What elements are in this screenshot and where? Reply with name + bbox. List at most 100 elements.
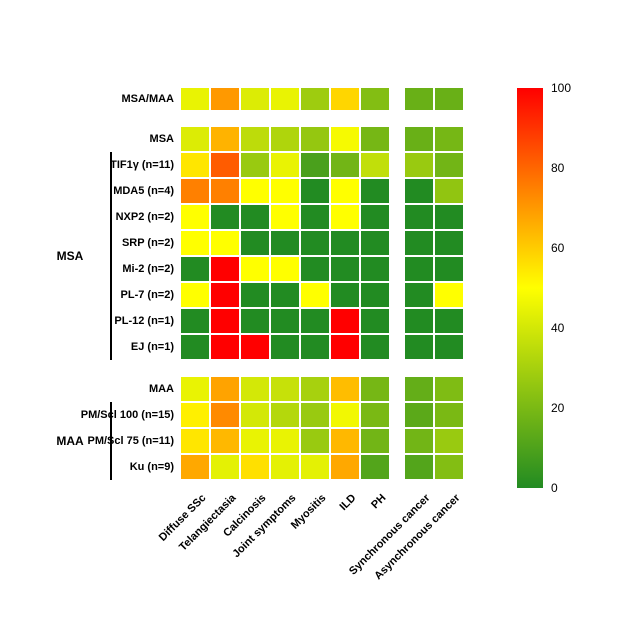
heatmap-cell — [240, 282, 270, 308]
heatmap-cell — [240, 376, 270, 402]
heatmap-cell — [300, 282, 330, 308]
heatmap-cell — [180, 308, 210, 334]
heatmap-cell — [360, 428, 390, 454]
heatmap-cell — [240, 178, 270, 204]
heatmap-cell — [270, 256, 300, 282]
row-label: PL-7 (n=2) — [120, 289, 174, 301]
heatmap-cell — [434, 308, 464, 334]
heatmap-cell — [434, 256, 464, 282]
heatmap-cell — [180, 334, 210, 360]
heatmap-cell — [180, 230, 210, 256]
row-label: SRP (n=2) — [121, 237, 174, 249]
row-label: MAA — [148, 383, 174, 395]
heatmap-cell — [210, 87, 240, 111]
heatmap-cell — [210, 402, 240, 428]
colorbar-tick-label: 40 — [551, 321, 565, 335]
colorbar-tick-label: 60 — [551, 241, 565, 255]
group-bracket — [110, 402, 112, 480]
heatmap-cell — [360, 454, 390, 480]
heatmap-cell — [404, 376, 434, 402]
heatmap-cell — [270, 126, 300, 152]
group-label-msa: MSA — [56, 249, 84, 263]
heatmap-cell — [434, 230, 464, 256]
heatmap-cell — [240, 126, 270, 152]
heatmap-cell — [180, 454, 210, 480]
heatmap-cell — [434, 126, 464, 152]
heatmap-cell — [300, 334, 330, 360]
heatmap-cell — [360, 376, 390, 402]
heatmap-cell — [180, 282, 210, 308]
heatmap-cell — [270, 402, 300, 428]
heatmap-cell — [330, 256, 360, 282]
heatmap-cell — [240, 308, 270, 334]
heatmap-cell — [404, 308, 434, 334]
heatmap-cell — [330, 428, 360, 454]
heatmap-cell — [270, 230, 300, 256]
heatmap-cell — [360, 334, 390, 360]
heatmap-cell — [434, 454, 464, 480]
heatmap-cell — [300, 428, 330, 454]
heatmap-cell — [210, 376, 240, 402]
heatmap-cell — [300, 204, 330, 230]
heatmap-cell — [404, 428, 434, 454]
heatmap-cell — [360, 87, 390, 111]
heatmap-cell — [240, 152, 270, 178]
row-label: PM/Scl 75 (n=11) — [87, 435, 174, 447]
colorbar-tick-label: 100 — [551, 81, 572, 95]
heatmap-cell — [240, 256, 270, 282]
heatmap-cell — [210, 454, 240, 480]
heatmap-cell — [270, 178, 300, 204]
heatmap-cell — [404, 204, 434, 230]
heatmap-cell — [404, 256, 434, 282]
heatmap-cell — [330, 230, 360, 256]
heatmap-cell — [404, 126, 434, 152]
heatmap-cell — [360, 308, 390, 334]
colorbar-tick-label: 80 — [551, 161, 565, 175]
row-label: NXP2 (n=2) — [115, 211, 174, 223]
heatmap-cell — [180, 87, 210, 111]
heatmap-cell — [330, 178, 360, 204]
heatmap-cell — [270, 334, 300, 360]
heatmap-cell — [270, 152, 300, 178]
heatmap-cell — [270, 428, 300, 454]
heatmap-cell — [270, 308, 300, 334]
heatmap-cell — [404, 282, 434, 308]
heatmap-cell — [404, 87, 434, 111]
heatmap-cell — [404, 178, 434, 204]
heatmap-cell — [330, 454, 360, 480]
heatmap-cell — [434, 204, 464, 230]
row-label: PM/Scl 100 (n=15) — [80, 409, 174, 421]
heatmap-cell — [330, 282, 360, 308]
heatmap-cell — [180, 204, 210, 230]
heatmap-cell — [360, 178, 390, 204]
heatmap-cell — [404, 402, 434, 428]
group-label-maa: MAA — [56, 434, 84, 448]
colorbar — [517, 88, 543, 488]
colorbar-tick-label: 20 — [551, 401, 565, 415]
heatmap-cell — [330, 376, 360, 402]
heatmap-cell — [180, 152, 210, 178]
heatmap-cell — [434, 334, 464, 360]
heatmap-cell — [330, 126, 360, 152]
heatmap-cell — [210, 256, 240, 282]
heatmap-cell — [300, 308, 330, 334]
heatmap-cell — [360, 230, 390, 256]
heatmap-cell — [360, 204, 390, 230]
heatmap-cell — [404, 152, 434, 178]
heatmap-cell — [210, 230, 240, 256]
heatmap-cell — [360, 126, 390, 152]
heatmap-cell — [240, 428, 270, 454]
heatmap-cell — [180, 126, 210, 152]
colorbar-tick-label: 0 — [551, 481, 558, 495]
heatmap-cell — [240, 334, 270, 360]
row-label: MDA5 (n=4) — [113, 185, 174, 197]
heatmap-cell — [434, 376, 464, 402]
heatmap-cell — [434, 428, 464, 454]
heatmap-cell — [434, 402, 464, 428]
heatmap-cell — [300, 178, 330, 204]
row-label: TIF1γ (n=11) — [110, 159, 174, 171]
heatmap-cell — [270, 376, 300, 402]
heatmap-cell — [330, 204, 360, 230]
heatmap-cell — [240, 402, 270, 428]
